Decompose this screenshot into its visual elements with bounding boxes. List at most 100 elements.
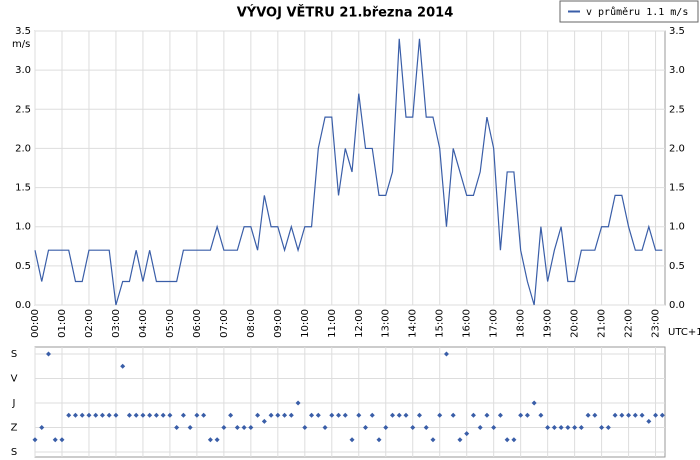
direction-point (329, 412, 335, 418)
y-tick-label: S (11, 349, 17, 360)
direction-point (626, 412, 632, 418)
y-tick-label: J (12, 398, 16, 409)
x-tick-label: 12:00 (354, 309, 365, 338)
x-tick-label: 03:00 (111, 309, 122, 338)
x-tick-label: 23:00 (651, 309, 662, 338)
direction-point (207, 437, 213, 443)
direction-point (511, 437, 517, 443)
y-tick-label: 1.5 (15, 183, 31, 194)
y-tick-label: 2.5 (15, 104, 31, 115)
direction-point (464, 431, 470, 437)
direction-point (410, 425, 416, 430)
direction-point (113, 412, 119, 418)
x-tick-label: 00:00 (30, 309, 41, 338)
x-tick-label: 08:00 (246, 309, 257, 338)
direction-point (194, 412, 200, 418)
direction-point (538, 412, 544, 418)
direction-point (120, 363, 126, 369)
direction-point (133, 412, 139, 418)
y-tick-label: 1.0 (15, 222, 31, 233)
direction-point (619, 412, 625, 418)
direction-point (484, 412, 490, 418)
y-tick-label: 1.0 (669, 222, 685, 233)
x-unit: UTC+1 (668, 327, 700, 338)
direction-point (585, 412, 591, 418)
direction-point (349, 437, 355, 443)
direction-point (86, 412, 92, 418)
direction-point (315, 412, 321, 418)
wind-speed-line (34, 38, 663, 306)
y-tick-label: 0.5 (669, 261, 685, 272)
x-tick-label: 05:00 (165, 309, 176, 338)
y-tick-label: 0.0 (15, 300, 31, 311)
direction-point (632, 412, 638, 418)
direction-point (126, 412, 132, 418)
direction-point (221, 425, 227, 430)
direction-point (72, 412, 78, 418)
direction-point (39, 425, 45, 430)
y-tick-label: 0.5 (15, 261, 31, 272)
direction-point (450, 412, 456, 418)
direction-point (383, 425, 389, 430)
direction-point (336, 412, 342, 418)
direction-point (491, 425, 497, 430)
y-tick-label: 3.5 (669, 26, 685, 37)
x-tick-label: 13:00 (381, 309, 392, 338)
direction-point (268, 412, 274, 418)
direction-point (653, 412, 659, 418)
direction-point (79, 412, 85, 418)
x-tick-label: 04:00 (138, 309, 149, 338)
direction-point (430, 437, 436, 443)
direction-point (322, 425, 328, 430)
direction-point (228, 412, 234, 418)
direction-point (174, 425, 180, 430)
y-tick-label: 0.0 (669, 300, 685, 311)
direction-point (52, 437, 58, 443)
direction-point (234, 425, 240, 430)
x-tick-label: 19:00 (543, 309, 554, 338)
direction-point (275, 412, 281, 418)
x-tick-label: 15:00 (435, 309, 446, 338)
direction-point (160, 412, 166, 418)
direction-point (66, 412, 72, 418)
y-tick-label: V (11, 374, 18, 385)
direction-point (612, 412, 618, 418)
x-tick-label: 17:00 (489, 309, 500, 338)
direction-point (282, 412, 288, 418)
direction-point (639, 412, 645, 418)
direction-point (99, 412, 105, 418)
direction-point (423, 425, 429, 430)
direction-point (32, 437, 38, 443)
direction-point (646, 418, 652, 424)
direction-point (578, 425, 584, 430)
plot-frame (34, 346, 666, 458)
direction-point (309, 412, 315, 418)
legend-label: v průměru 1.1 m/s (586, 6, 688, 18)
direction-point (572, 425, 578, 430)
direction-point (342, 412, 348, 418)
legend: v průměru 1.1 m/s (559, 0, 699, 23)
legend-box (559, 0, 699, 23)
direction-point (187, 425, 193, 430)
direction-point (45, 351, 51, 357)
y-unit: m/s (12, 39, 30, 50)
direction-point (443, 351, 449, 357)
x-tick-label: 11:00 (327, 309, 338, 338)
direction-point (565, 425, 571, 430)
direction-point (167, 412, 173, 418)
direction-point (147, 412, 153, 418)
direction-point (531, 400, 537, 406)
x-tick-label: 02:00 (84, 309, 95, 338)
direction-point (545, 425, 551, 430)
direction-point (302, 425, 308, 430)
x-tick-label: 20:00 (570, 309, 581, 338)
direction-point (592, 412, 598, 418)
direction-point (477, 425, 483, 430)
x-tick-label: 09:00 (273, 309, 284, 338)
direction-point (180, 412, 186, 418)
direction-point (376, 437, 382, 443)
x-tick-label: 22:00 (624, 309, 635, 338)
direction-point (255, 412, 261, 418)
direction-point (551, 425, 557, 430)
